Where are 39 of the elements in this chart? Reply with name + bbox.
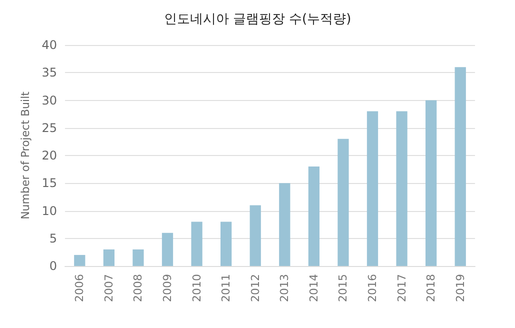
x-tick-label: 2014 (307, 274, 320, 302)
chart-title: 인도네시아 글램핑장 수(누적량) (164, 12, 352, 27)
bar (366, 111, 378, 266)
x-tick-label: 2008 (132, 274, 145, 302)
bar (308, 166, 320, 266)
bar (426, 100, 437, 266)
x-tick-label: 2011 (220, 274, 233, 302)
x-tick-label: 2009 (161, 274, 174, 302)
bar (220, 222, 232, 266)
x-tick-label: 2013 (278, 274, 292, 302)
y-tick-label: 25 (42, 120, 57, 135)
y-tick-label: 20 (42, 148, 57, 162)
x-tick-label: 2006 (73, 274, 86, 302)
x-tick-label: 2007 (102, 274, 116, 302)
bar (396, 111, 408, 266)
bar (162, 232, 174, 266)
bar (338, 138, 349, 266)
x-tick-label: 2016 (366, 274, 379, 302)
x-tick-label: 2018 (424, 274, 438, 302)
y-tick-label: 5 (49, 231, 57, 246)
y-tick-label: 10 (42, 204, 57, 218)
bar (279, 183, 290, 266)
x-tick-label: 2010 (190, 274, 204, 302)
y-tick-label: 40 (42, 38, 57, 52)
bar (132, 249, 144, 266)
x-tick-label: 2015 (336, 274, 350, 302)
y-tick-label: 0 (49, 259, 57, 273)
x-tick-label: 2017 (395, 274, 408, 302)
bar (74, 254, 86, 266)
bar (454, 67, 466, 266)
y-tick-label: 30 (42, 93, 57, 108)
x-tick-label: 2019 (454, 274, 467, 302)
y-tick-label: 35 (42, 66, 57, 80)
x-tick-label: 2012 (248, 274, 262, 302)
y-axis-title: Number of Project Built (18, 90, 32, 220)
bar (103, 249, 114, 266)
bar (191, 222, 202, 266)
bar (250, 205, 261, 266)
y-tick-label: 15 (42, 176, 57, 190)
